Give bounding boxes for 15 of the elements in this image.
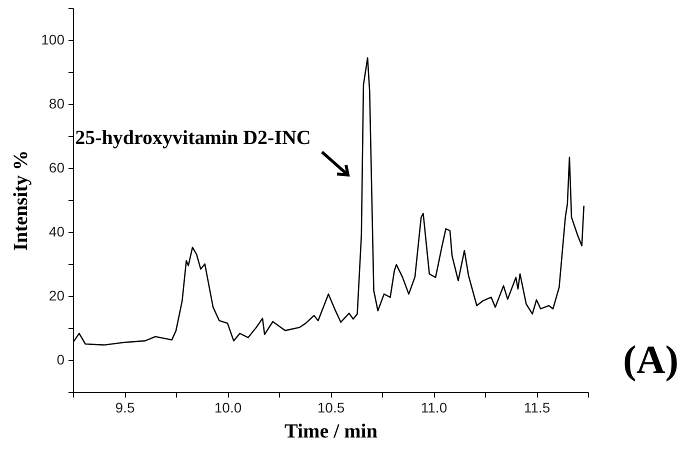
- y-tick-label: 40: [48, 224, 65, 240]
- x-axis-title: Time / min: [284, 420, 378, 442]
- x-tick-label: 9.5: [115, 400, 135, 416]
- x-tick-label: 10.0: [214, 400, 242, 416]
- y-tick-label: 20: [48, 288, 65, 304]
- x-tick-label: 11.5: [524, 400, 550, 416]
- y-tick-label: 60: [48, 160, 65, 176]
- y-tick-label: 100: [41, 32, 65, 48]
- text: (A): [623, 337, 679, 382]
- y-tick-label: 0: [56, 352, 65, 368]
- x-tick-label: 11.0: [420, 400, 448, 416]
- x-tick-label: 10.5: [317, 400, 345, 416]
- y-tick-label: 80: [48, 96, 65, 112]
- annotation: 25-hydroxyvitamin D2-INC: [75, 127, 311, 149]
- y-axis-title: Intensity %: [10, 150, 32, 251]
